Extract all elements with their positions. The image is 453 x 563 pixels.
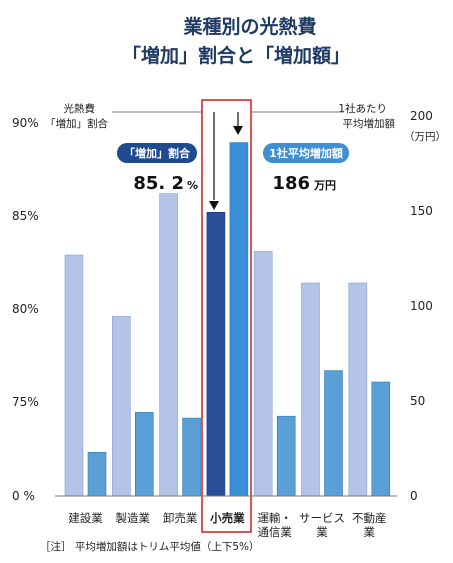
right-tick-label: 200 — [410, 109, 433, 123]
category-label: 建設業 — [68, 511, 103, 525]
bar-average-increase — [87, 451, 107, 497]
right-callout-unit: 万円 — [313, 179, 336, 192]
left-axis-ticks: 0 % 75% 80% 85% 90% — [12, 116, 39, 503]
left-tick-label: 90% — [12, 116, 39, 130]
left-axis-label-line1: 光熱費 — [64, 102, 96, 115]
highlight-border — [201, 99, 252, 533]
right-axis-ticks: 0 50 100 150 200 — [410, 109, 433, 503]
bar-average-increase — [135, 412, 154, 497]
bar-average-increase — [371, 381, 391, 497]
left-tick-label: 0 % — [12, 489, 35, 503]
bar-average-increase — [182, 417, 201, 497]
left-axis-label-line2: 「増加」割合 — [45, 117, 108, 130]
right-tick-label: 150 — [410, 204, 433, 218]
category-label: 業 — [316, 525, 328, 539]
right-tick-label: 0 — [410, 489, 418, 503]
category-label: 運輸・ — [257, 511, 292, 525]
bar-increase-share — [253, 251, 273, 497]
right-axis-label-line2: 平均増加額 — [343, 117, 396, 130]
bar-average-increase — [276, 415, 296, 497]
right-axis-label-line1: 1社あたり — [338, 102, 387, 115]
bar-increase-share — [301, 282, 320, 497]
category-label: 製造業 — [116, 511, 151, 525]
left-callout-unit: % — [187, 179, 198, 192]
left-callout-arrow-head — [209, 201, 219, 210]
bar-increase-share — [206, 211, 226, 497]
left-tick-label: 85% — [12, 209, 39, 223]
left-callout-value: 85. 2 — [133, 173, 184, 194]
bars — [64, 142, 391, 497]
right-axis-unit: （万円） — [404, 131, 446, 143]
right-callout-arrow-head — [233, 126, 243, 135]
right-callout-pill-text: 1社平均増加額 — [269, 146, 343, 160]
chart-title-line1: 業種別の光熱費 — [182, 15, 316, 38]
bar-average-increase — [324, 370, 343, 497]
bar-increase-share — [159, 193, 178, 497]
bar-increase-share — [348, 282, 368, 497]
category-label: 業 — [364, 525, 376, 539]
left-tick-label: 75% — [12, 395, 39, 409]
left-tick-label: 80% — [12, 302, 39, 316]
left-callout-pill-text: 「増加」割合 — [124, 146, 191, 160]
right-tick-label: 50 — [410, 394, 425, 408]
right-callout-pill — [263, 143, 349, 163]
category-label: 通信業 — [257, 525, 292, 539]
category-label: 小売業 — [209, 511, 245, 525]
bar-average-increase — [229, 142, 249, 497]
category-label: 不動産 — [352, 511, 387, 525]
bar-increase-share — [112, 316, 131, 497]
left-callout-pill — [117, 143, 197, 163]
chart-title-line2: 「増加」割合と「増加額」 — [122, 44, 350, 67]
right-callout-value: 186 — [272, 173, 310, 194]
right-tick-label: 100 — [410, 299, 433, 313]
category-label: サービス — [299, 511, 345, 525]
chart-note: ［注］ 平均増加額はトリム平均値（上下5%） — [40, 540, 260, 553]
category-label: 卸売業 — [163, 511, 198, 525]
bar-increase-share — [64, 254, 84, 497]
